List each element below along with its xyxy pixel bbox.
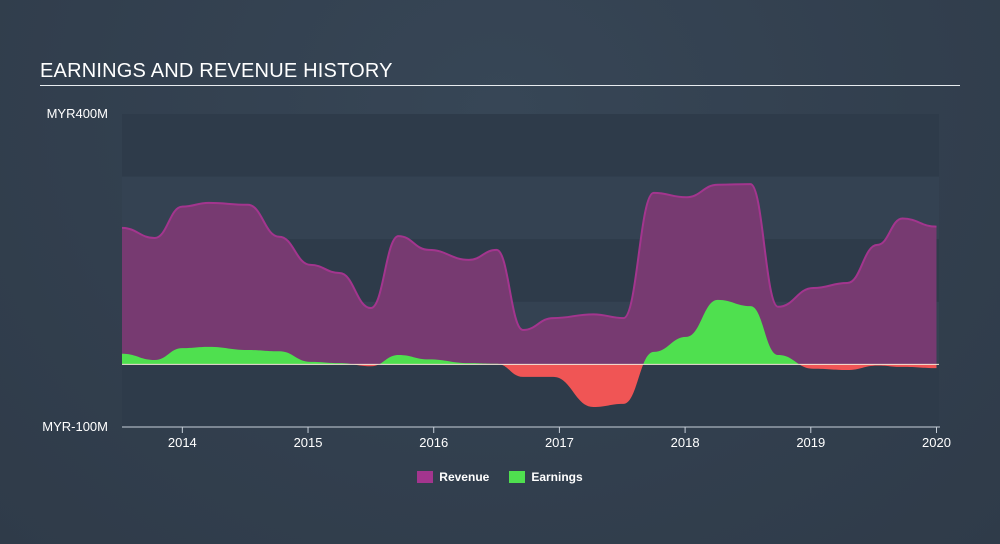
legend-label-revenue: Revenue xyxy=(439,470,490,484)
x-tick-label: 2016 xyxy=(419,435,448,450)
legend: Revenue Earnings xyxy=(0,470,1000,484)
earnings-area-positive xyxy=(122,299,800,365)
grid-band xyxy=(122,114,939,177)
legend-swatch-earnings xyxy=(509,471,526,483)
earnings-area-negative xyxy=(122,364,937,407)
x-tick-label: 2014 xyxy=(168,435,197,450)
x-tick-label: 2020 xyxy=(922,435,951,450)
revenue-line xyxy=(121,183,937,331)
x-tick-label: 2015 xyxy=(294,435,323,450)
legend-item-revenue[interactable]: Revenue xyxy=(417,470,489,484)
x-tick-label: 2018 xyxy=(671,435,700,450)
legend-item-earnings[interactable]: Earnings xyxy=(509,470,583,484)
y-tick-label-max: MYR400M xyxy=(46,106,108,121)
x-tick-label: 2019 xyxy=(796,435,825,450)
title-divider xyxy=(40,85,960,86)
y-tick-label-min: MYR-100M xyxy=(42,419,108,434)
legend-swatch-revenue xyxy=(417,471,434,483)
legend-label-earnings: Earnings xyxy=(531,470,583,484)
x-tick-label: 2017 xyxy=(545,435,574,450)
chart-title: EARNINGS AND REVENUE HISTORY xyxy=(40,60,393,82)
